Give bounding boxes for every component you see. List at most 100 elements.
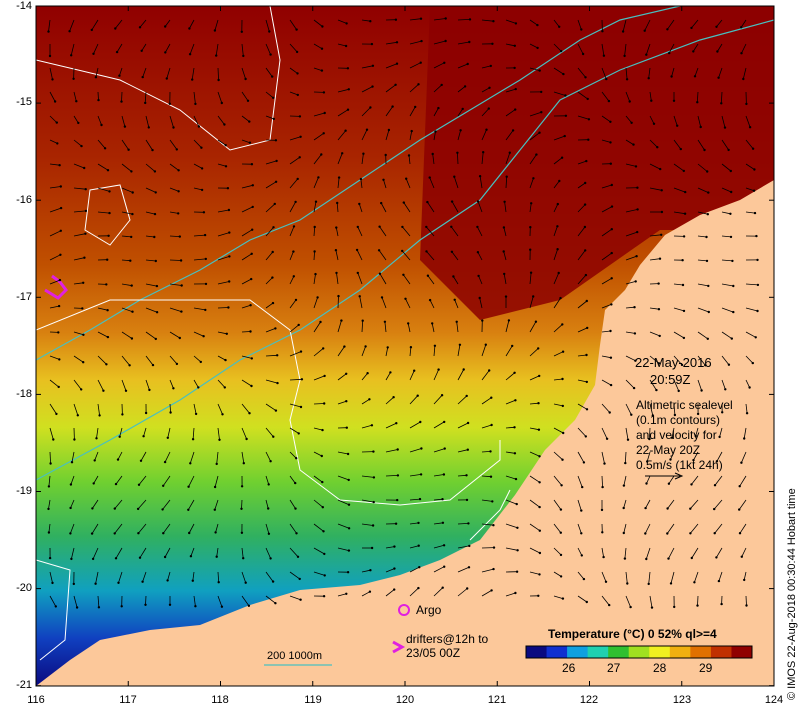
velocity-arrow bbox=[313, 177, 319, 189]
velocity-arrow bbox=[481, 475, 492, 478]
velocity-arrow bbox=[145, 307, 158, 313]
velocity-arrow-head bbox=[667, 557, 670, 560]
velocity-arrow-head bbox=[244, 77, 247, 81]
velocity-arrow-head bbox=[585, 353, 588, 357]
velocity-arrow-head bbox=[535, 153, 538, 156]
velocity-arrow-head bbox=[694, 434, 697, 438]
velocity-arrow bbox=[717, 43, 723, 52]
velocity-arrow-head bbox=[215, 54, 218, 57]
velocity-arrow bbox=[385, 589, 395, 597]
velocity-arrow-head bbox=[396, 448, 399, 451]
velocity-arrow bbox=[644, 523, 651, 534]
velocity-arrow bbox=[716, 451, 723, 462]
velocity-arrow bbox=[73, 403, 79, 416]
velocity-arrow-head bbox=[337, 294, 340, 298]
velocity-arrow-head bbox=[450, 225, 453, 228]
velocity-arrow-head bbox=[197, 386, 200, 389]
velocity-arrow bbox=[721, 115, 726, 128]
velocity-arrow-head bbox=[508, 151, 511, 154]
velocity-arrow-head bbox=[634, 359, 637, 362]
velocity-arrow bbox=[337, 593, 347, 597]
velocity-arrow bbox=[673, 379, 680, 392]
velocity-arrow-head bbox=[191, 438, 195, 441]
velocity-arrow bbox=[694, 67, 699, 77]
velocity-arrow bbox=[217, 163, 227, 167]
velocity-arrow bbox=[690, 499, 699, 509]
velocity-arrow-head bbox=[492, 20, 495, 23]
velocity-arrow bbox=[601, 547, 604, 558]
velocity-arrow-head bbox=[194, 605, 197, 608]
velocity-arrow bbox=[721, 355, 730, 365]
velocity-arrow bbox=[265, 91, 274, 99]
velocity-arrow-head bbox=[294, 507, 297, 510]
velocity-arrow-head bbox=[560, 156, 564, 159]
velocity-arrow-head bbox=[92, 482, 95, 485]
velocity-arrow bbox=[116, 43, 123, 53]
velocity-arrow bbox=[745, 211, 756, 214]
velocity-arrow-head bbox=[187, 485, 190, 488]
velocity-arrow bbox=[313, 132, 324, 141]
velocity-arrow-head bbox=[514, 22, 518, 25]
velocity-arrow-head bbox=[491, 500, 494, 503]
velocity-arrow bbox=[189, 19, 195, 29]
velocity-arrow-head bbox=[463, 85, 467, 88]
velocity-arrow bbox=[265, 354, 278, 357]
velocity-arrow bbox=[265, 403, 277, 411]
velocity-arrow bbox=[216, 547, 219, 557]
velocity-arrow bbox=[289, 571, 300, 580]
velocity-arrow bbox=[313, 274, 316, 285]
velocity-arrow bbox=[145, 379, 150, 391]
velocity-arrow-head bbox=[431, 322, 434, 325]
velocity-arrow bbox=[193, 187, 203, 191]
velocity-arrow-head bbox=[294, 200, 297, 204]
velocity-arrow bbox=[529, 475, 540, 483]
velocity-arrow bbox=[313, 547, 325, 555]
velocity-arrow-head bbox=[715, 556, 718, 559]
velocity-arrow bbox=[193, 91, 196, 104]
velocity-arrow bbox=[693, 451, 699, 461]
velocity-arrow-head bbox=[197, 125, 201, 128]
altimetry-line: (0.1m contours) bbox=[636, 413, 721, 427]
velocity-arrow-head bbox=[249, 330, 252, 333]
velocity-arrow bbox=[169, 259, 182, 261]
velocity-arrow bbox=[409, 106, 416, 117]
velocity-arrow-head bbox=[455, 320, 458, 323]
velocity-arrow-head bbox=[224, 144, 227, 147]
velocity-arrow-head bbox=[223, 123, 226, 126]
velocity-arrow-head bbox=[610, 205, 614, 208]
velocity-arrow-head bbox=[151, 148, 154, 152]
velocity-arrow bbox=[601, 451, 605, 464]
velocity-arrow bbox=[625, 571, 628, 584]
velocity-arrow-head bbox=[346, 452, 350, 456]
velocity-arrow bbox=[49, 279, 61, 285]
velocity-arrow bbox=[289, 136, 301, 141]
velocity-arrow-head bbox=[113, 507, 117, 510]
velocity-arrow-head bbox=[114, 482, 118, 486]
velocity-arrow-head bbox=[732, 284, 735, 288]
velocity-arrow-head bbox=[120, 100, 123, 103]
velocity-arrow-head bbox=[720, 102, 723, 105]
velocity-arrow-head bbox=[240, 531, 244, 534]
velocity-arrow bbox=[454, 299, 459, 309]
velocity-arrow bbox=[577, 226, 586, 237]
velocity-arrow-head bbox=[441, 586, 444, 589]
velocity-arrow-head bbox=[177, 212, 180, 215]
velocity-arrow bbox=[427, 275, 435, 285]
velocity-arrow bbox=[649, 234, 662, 237]
velocity-arrow bbox=[529, 272, 532, 285]
velocity-arrow bbox=[241, 184, 253, 189]
velocity-arrow bbox=[217, 232, 230, 237]
velocity-arrow-head bbox=[359, 177, 363, 181]
velocity-arrow bbox=[625, 306, 635, 309]
velocity-arrow-head bbox=[556, 225, 559, 228]
velocity-arrow bbox=[625, 67, 628, 80]
velocity-arrow-head bbox=[537, 594, 540, 597]
velocity-arrow-head bbox=[402, 273, 405, 276]
velocity-arrow-head bbox=[560, 484, 563, 487]
velocity-arrow-head bbox=[690, 483, 693, 486]
velocity-arrow-head bbox=[636, 230, 639, 234]
velocity-arrow-head bbox=[151, 363, 155, 367]
velocity-arrow-head bbox=[492, 524, 495, 527]
velocity-arrow bbox=[721, 307, 734, 313]
velocity-arrow bbox=[145, 115, 150, 128]
